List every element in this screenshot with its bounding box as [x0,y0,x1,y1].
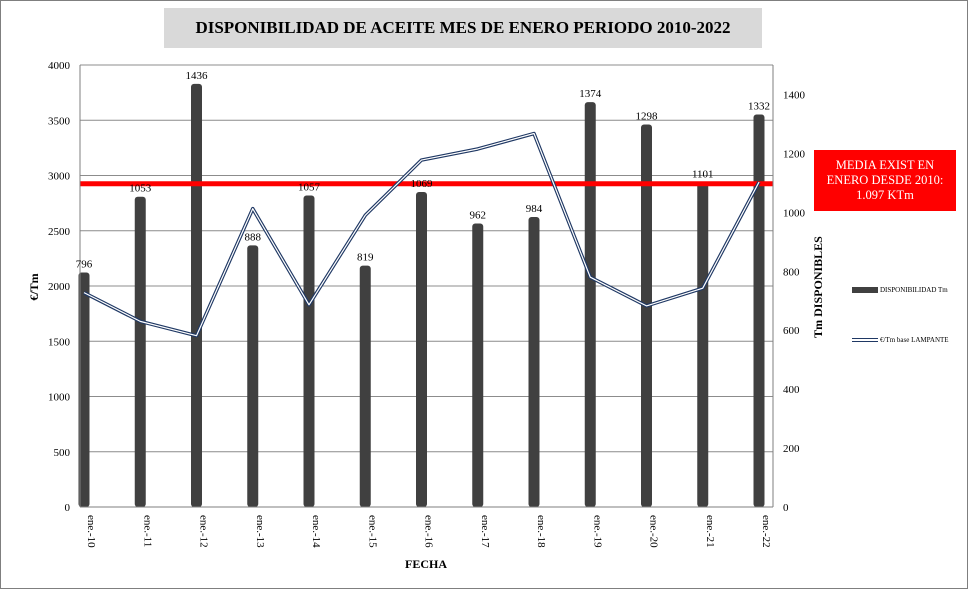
y-left-tick-label: 3000 [48,171,71,183]
y-right-tick-label: 600 [783,325,800,337]
bar-ene.-13 [247,245,259,507]
y-right-tick-label: 1000 [783,207,806,219]
bar-label: 1332 [748,101,770,113]
bar-ene.-18 [528,217,540,507]
bars [78,83,765,508]
x-tick-label: ene.-10 [85,515,97,548]
bar-label: 1374 [579,88,602,100]
x-tick-label: ene.-14 [310,515,322,548]
y-left-tick-label: 2000 [48,281,71,293]
bar-label: 1101 [692,169,714,181]
bar-ene.-22 [753,114,765,507]
axes [79,65,774,508]
x-axis-label: FECHA [405,557,447,571]
y-left-tick-label: 2500 [48,226,71,238]
bar-label: 1057 [298,182,321,194]
legend-swatch-bars [852,287,878,293]
chart-title: DISPONIBILIDAD DE ACEITE MES DE ENERO PE… [195,18,731,37]
y-right-tick-label: 0 [783,502,789,514]
chart-title-box: DISPONIBILIDAD DE ACEITE MES DE ENERO PE… [164,8,762,48]
price-line [83,131,761,338]
bar-label: 962 [470,210,487,222]
x-tick-label: ene.-15 [366,515,378,548]
bar-label: 1053 [129,183,152,195]
x-tick-label: ene.-17 [479,515,491,548]
bar-label: 796 [76,258,93,270]
bar-ene.-16 [416,192,427,507]
bar-labels: 796 1053 1436 888 1057 819 1069 962 984 1374 1298 1… [76,70,770,271]
legend-label-line: €/Tm base LAMPANTE [880,336,949,344]
bar-label: 1298 [636,111,659,123]
legend-item-bars: DISPONIBILIDAD Tm [852,286,948,294]
bar-label: 1436 [186,70,209,82]
y-left-tick-label: 0 [65,502,71,514]
bar-ene.-11 [134,196,146,507]
y-left-tick-label: 1500 [48,336,71,348]
x-tick-label: ene.-21 [704,515,716,548]
y-right-tick-label: 200 [783,443,800,455]
x-tick-label: ene.-16 [423,515,435,548]
bar-label: 984 [526,203,543,215]
bar-ene.-17 [472,223,484,507]
bar-ene.-10 [78,272,90,507]
y-right-tick-label: 1400 [783,89,806,101]
y-left-tick-label: 3500 [48,115,71,127]
x-tick-label: ene.-19 [591,515,603,548]
bar-label: 819 [357,252,374,264]
y-left-tick-label: 500 [54,447,71,459]
bar-label: 888 [245,231,262,243]
bar-label: 1069 [411,178,434,190]
average-annotation-box: MEDIA EXIST EN ENERO DESDE 2010: 1.097 K… [814,150,956,211]
legend-label-bars: DISPONIBILIDAD Tm [880,286,948,294]
tick-labels: 0 500 1000 1500 2000 2500 3000 3500 4000 0 200 400 6… [48,60,806,548]
x-tick-label: ene.-11 [141,515,153,547]
x-tick-label: ene.-22 [760,515,772,548]
bar-ene.-15 [359,265,371,507]
x-tick-label: ene.-20 [648,515,660,548]
y-right-tick-label: 400 [783,384,800,396]
price-line-inner [83,132,760,337]
bar-ene.-21 [697,182,709,507]
legend-swatch-line [852,338,878,342]
bar-ene.-20 [641,124,652,507]
y-right-tick-label: 800 [783,266,800,278]
y-left-tick-label: 1000 [48,392,71,404]
y-axis-right-label: Tm DISPONIBLES [811,236,825,338]
y-axis-left-label: €/Tm [27,273,41,300]
average-annotation-text: MEDIA EXIST EN ENERO DESDE 2010: 1.097 K… [826,158,944,202]
bar-ene.-19 [584,102,596,508]
y-right-tick-label: 1200 [783,148,806,160]
x-tick-label: ene.-18 [535,515,547,548]
bar-ene.-12 [191,83,202,507]
y-left-tick-label: 4000 [48,60,71,72]
x-tick-label: ene.-13 [254,515,266,548]
legend-item-line: €/Tm base LAMPANTE [852,336,949,344]
x-tick-label: ene.-12 [198,515,210,548]
bar-ene.-14 [303,195,315,507]
